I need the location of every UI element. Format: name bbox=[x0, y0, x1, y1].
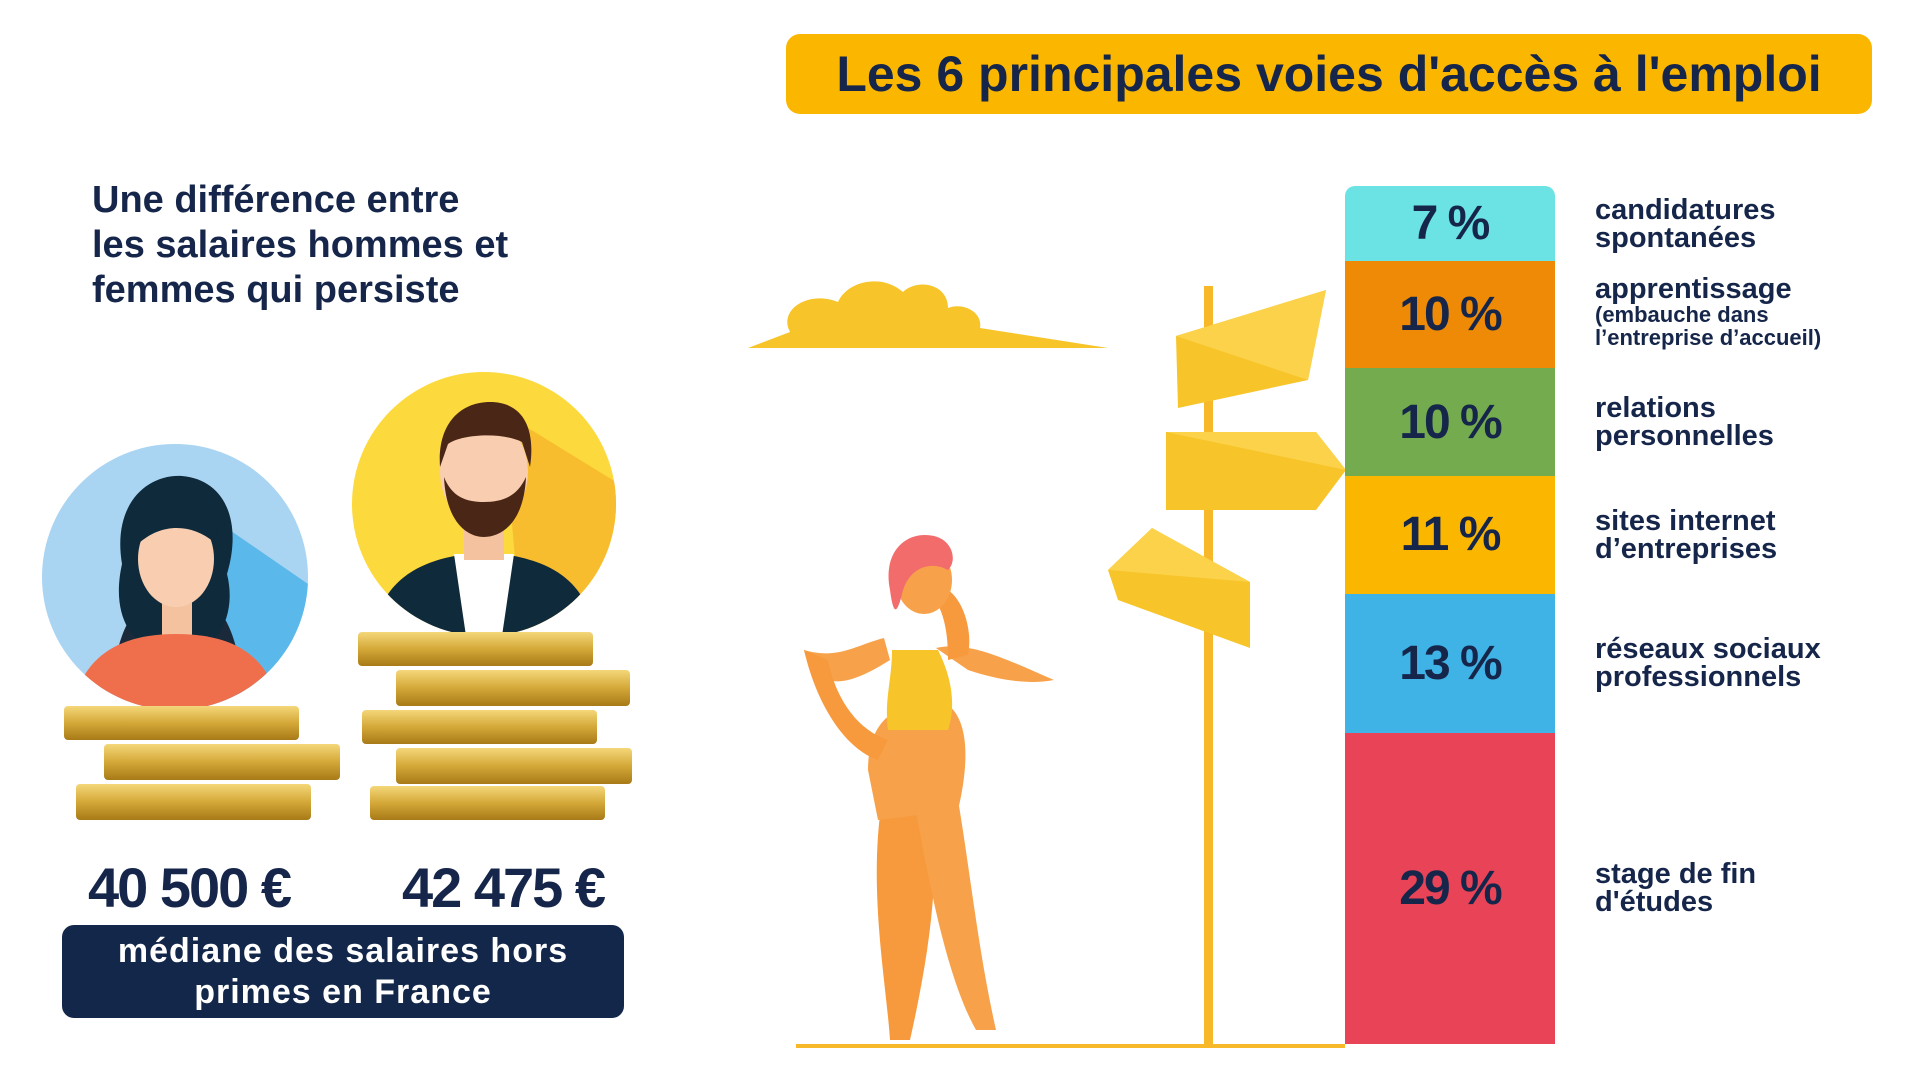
headline: Une différence entre les salaires hommes… bbox=[92, 178, 612, 313]
bar-value-label: 10 % bbox=[1399, 288, 1502, 342]
category-sublabel-line: l’entreprise d’accueil) bbox=[1595, 325, 1822, 351]
headline-line: les salaires hommes et bbox=[92, 224, 509, 266]
category-label-line: apprentissage bbox=[1595, 273, 1792, 306]
bar-category-label: apprentissage (embauche dans l’entreprise … bbox=[1595, 273, 1915, 351]
category-label-line: réseaux sociaux bbox=[1595, 633, 1821, 666]
bar-segment: 7 % bbox=[1345, 186, 1555, 262]
coin-stack-icon bbox=[358, 632, 632, 820]
bar-segment: 13 % bbox=[1345, 593, 1555, 734]
bar-value-label: 10 % bbox=[1399, 395, 1502, 449]
category-label-line: stage de fin bbox=[1595, 858, 1757, 891]
salary-women: 40 500 € bbox=[88, 856, 292, 919]
woman-thinking-figure-icon bbox=[804, 534, 1054, 1040]
category-label-line: d'études bbox=[1595, 886, 1714, 919]
category-sublabel-line: (embauche dans bbox=[1595, 302, 1769, 328]
bar-segment: 29 % bbox=[1345, 732, 1555, 1045]
bar-category-label: sites internet d’entreprises bbox=[1595, 504, 1915, 565]
coin-stack-icon bbox=[64, 706, 340, 820]
headline-line: Une différence entre bbox=[92, 179, 460, 221]
bar-value-label: 7 % bbox=[1411, 197, 1491, 251]
category-label-line: professionnels bbox=[1595, 661, 1802, 694]
salary-men: 42 475 € bbox=[402, 856, 606, 919]
bar-value-label: 13 % bbox=[1399, 637, 1502, 690]
category-label-line: candidatures bbox=[1595, 193, 1776, 226]
bar-category-label: réseaux sociaux professionnels bbox=[1595, 633, 1915, 694]
bar-category-label: candidatures spontanées bbox=[1595, 193, 1915, 254]
category-label-line: relations bbox=[1595, 391, 1716, 424]
salary-caption-line: primes en France bbox=[194, 972, 492, 1011]
category-label-line: spontanées bbox=[1595, 221, 1757, 254]
category-label-line: personnelles bbox=[1595, 419, 1774, 452]
bar-value-label: 11 % bbox=[1400, 508, 1502, 562]
cloud-icon bbox=[748, 281, 1108, 348]
bar-value-label: 29 % bbox=[1399, 862, 1502, 916]
bar-segment: 10 % bbox=[1345, 368, 1555, 477]
bar-category-label: stage de fin d'études bbox=[1595, 858, 1915, 919]
category-label-line: d’entreprises bbox=[1595, 532, 1778, 565]
salary-caption: médiane des salaires hors primes en Fran… bbox=[62, 925, 624, 1018]
bar-segment: 11 % bbox=[1345, 475, 1555, 595]
stacked-bar: 7 % 10 % 10 % 11 % 13 % 29 % bbox=[1345, 186, 1555, 1045]
woman-avatar-icon bbox=[42, 444, 308, 710]
bar-segment: 10 % bbox=[1345, 261, 1555, 369]
category-label-line: sites internet bbox=[1595, 504, 1776, 537]
bar-category-label: relations personnelles bbox=[1595, 391, 1915, 452]
headline-line: femmes qui persiste bbox=[92, 269, 460, 311]
chart-title: Les 6 principales voies d'accès à l'empl… bbox=[836, 46, 1822, 102]
ground-line bbox=[796, 1044, 1345, 1048]
salary-caption-line: médiane des salaires hors bbox=[117, 931, 569, 970]
chart-title-pill: Les 6 principales voies d'accès à l'empl… bbox=[786, 34, 1872, 114]
signpost-icon bbox=[1108, 286, 1346, 1048]
man-avatar-icon bbox=[352, 372, 616, 636]
